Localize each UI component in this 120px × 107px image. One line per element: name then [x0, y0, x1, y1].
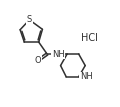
Text: NH: NH — [80, 72, 92, 81]
Text: O: O — [34, 56, 41, 65]
Text: S: S — [27, 15, 32, 24]
Text: HCl: HCl — [81, 33, 98, 43]
Text: NH: NH — [52, 50, 65, 59]
